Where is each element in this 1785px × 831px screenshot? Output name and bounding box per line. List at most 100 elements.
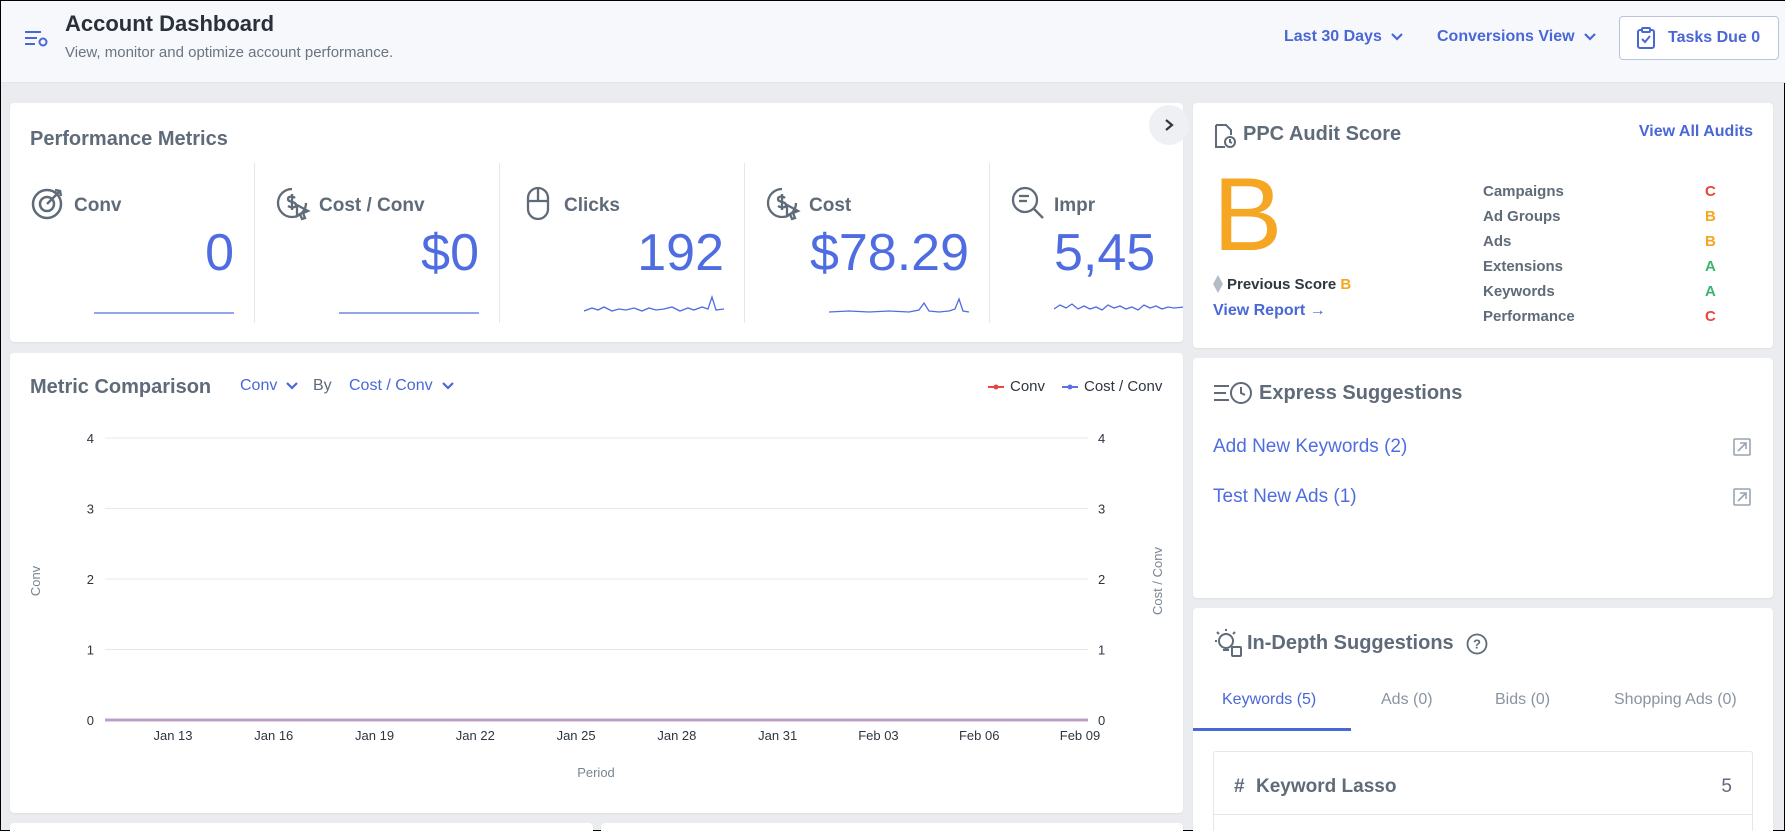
x-tick-label: Jan 22 xyxy=(456,728,495,743)
external-link-icon[interactable] xyxy=(1733,488,1751,506)
external-link-icon[interactable] xyxy=(1733,438,1751,456)
ppc-audit-card: PPC Audit Score View All Audits B Previo… xyxy=(1193,103,1773,348)
metric-clicks[interactable]: Clicks 192 xyxy=(500,163,745,323)
lightbulb-icon xyxy=(1215,629,1242,657)
x-tick-label: Jan 31 xyxy=(758,728,797,743)
view-report-link[interactable]: View Report → xyxy=(1213,302,1326,319)
metric-cost[interactable]: Cost $78.29 xyxy=(745,163,990,323)
page-subtitle: View, monitor and optimize account perfo… xyxy=(65,44,394,61)
audit-row-label: Ads xyxy=(1483,233,1512,250)
y2-tick-label: 4 xyxy=(1098,431,1105,446)
audit-row-grade: A xyxy=(1705,258,1716,275)
metric-label: Conv xyxy=(74,195,122,216)
y2-axis-label: Cost / Conv xyxy=(1150,547,1165,615)
dollar-cursor-icon xyxy=(276,187,311,221)
audit-row-performance: Performance C xyxy=(1483,308,1743,330)
audit-row-label: Extensions xyxy=(1483,258,1564,275)
audit-row-campaigns: Campaigns C xyxy=(1483,183,1743,205)
chevron-down-icon xyxy=(1583,33,1596,41)
sparkline xyxy=(94,312,234,314)
legend-label: Conv xyxy=(1010,378,1046,395)
tab-bids[interactable]: Bids (0) xyxy=(1495,691,1551,708)
x-tick-label: Feb 06 xyxy=(959,728,999,743)
metric-impr[interactable]: Impr 5,45 xyxy=(990,163,1183,323)
list-clock-icon xyxy=(1214,382,1252,404)
divider xyxy=(1214,814,1752,815)
x-tick-label: Feb 03 xyxy=(858,728,898,743)
target-icon xyxy=(31,188,63,220)
audit-row-extensions: Extensions A xyxy=(1483,258,1743,280)
x-tick-label: Jan 25 xyxy=(557,728,596,743)
audit-row-keywords: Keywords A xyxy=(1483,283,1743,305)
hash-icon: # xyxy=(1234,776,1245,797)
audit-row-grade: C xyxy=(1705,183,1716,200)
tab-ads[interactable]: Ads (0) xyxy=(1381,691,1433,708)
tasks-due-label: Tasks Due 0 xyxy=(1668,29,1761,46)
performance-metrics-title: Performance Metrics xyxy=(30,128,228,150)
express-item-add-keywords[interactable]: Add New Keywords (2) xyxy=(1213,436,1408,457)
y2-tick-label: 3 xyxy=(1098,502,1105,517)
indepth-suggestions-title: In-Depth Suggestions xyxy=(1247,632,1454,654)
view-label: Conversions View xyxy=(1437,28,1575,45)
y-tick-label: 1 xyxy=(87,643,94,658)
y-tick-label: 3 xyxy=(87,502,94,517)
clipboard-check-icon xyxy=(1637,27,1655,49)
audit-row-ad-groups: Ad Groups B xyxy=(1483,208,1743,230)
keyword-lasso-count: 5 xyxy=(1721,776,1732,797)
metrics-next-button[interactable] xyxy=(1149,105,1189,145)
audit-row-grade: C xyxy=(1705,308,1716,325)
metric-value: 192 xyxy=(637,224,724,282)
previous-score-grade: B xyxy=(1340,276,1352,293)
metric-cost-per-conv[interactable]: Cost / Conv $0 xyxy=(255,163,500,323)
previous-score-label: Previous Score xyxy=(1227,276,1337,293)
y-axis-label: Conv xyxy=(28,565,43,596)
tab-keywords[interactable]: Keywords (5) xyxy=(1222,691,1317,708)
sparkline xyxy=(1054,303,1183,311)
menu-settings-icon[interactable] xyxy=(23,27,49,49)
metric2-dropdown[interactable]: Cost / Conv xyxy=(349,377,455,395)
metric-value: 0 xyxy=(205,224,234,282)
metric-value: $0 xyxy=(421,224,479,282)
metric-label: Clicks xyxy=(564,195,620,216)
sparkline xyxy=(339,312,479,314)
document-clock-icon xyxy=(1215,124,1236,148)
help-icon[interactable]: ? xyxy=(1466,633,1488,655)
y2-tick-label: 2 xyxy=(1098,572,1105,587)
metric1-dropdown[interactable]: Conv xyxy=(240,377,299,395)
view-all-audits-link[interactable]: View All Audits xyxy=(1638,123,1753,140)
svg-text:?: ? xyxy=(1473,637,1481,652)
legend-cost-per-conv[interactable]: Cost / Conv xyxy=(1062,378,1162,395)
x-tick-label: Jan 16 xyxy=(254,728,293,743)
magnify-list-icon xyxy=(1011,186,1044,219)
metric-comparison-title: Metric Comparison xyxy=(30,376,212,398)
x-tick-label: Jan 13 xyxy=(153,728,192,743)
audit-row-label: Campaigns xyxy=(1483,183,1564,200)
previous-score: Previous Score B xyxy=(1227,276,1351,293)
metric-conv[interactable]: Conv 0 xyxy=(10,163,255,323)
x-tick-label: Jan 19 xyxy=(355,728,394,743)
ppc-audit-title: PPC Audit Score xyxy=(1243,123,1402,145)
metric2-label: Cost / Conv xyxy=(349,377,433,394)
audit-row-ads: Ads B xyxy=(1483,233,1743,255)
keyword-lasso-item[interactable]: # Keyword Lasso 5 xyxy=(1213,751,1753,831)
metric-value: $78.29 xyxy=(809,224,969,282)
tasks-due-button[interactable]: Tasks Due 0 xyxy=(1619,16,1779,60)
bottom-card-right xyxy=(601,823,1183,831)
legend-conv[interactable]: Conv xyxy=(988,378,1045,395)
chevron-down-icon xyxy=(286,382,299,390)
x-tick-label: Feb 09 xyxy=(1060,728,1100,743)
tab-shopping-ads[interactable]: Shopping Ads (0) xyxy=(1614,691,1737,708)
express-item-test-ads[interactable]: Test New Ads (1) xyxy=(1213,486,1357,507)
view-dropdown[interactable]: Conversions View xyxy=(1437,28,1597,46)
y-tick-label: 4 xyxy=(87,431,94,446)
page-header: Account Dashboard View, monitor and opti… xyxy=(1,1,1785,83)
mouse-icon xyxy=(526,186,550,221)
date-range-dropdown[interactable]: Last 30 Days xyxy=(1284,28,1404,46)
legend-label: Cost / Conv xyxy=(1084,378,1163,395)
by-label: By xyxy=(313,377,332,394)
metric-label: Cost / Conv xyxy=(319,195,425,216)
express-suggestions-title: Express Suggestions xyxy=(1259,382,1463,404)
y-tick-label: 0 xyxy=(87,713,94,728)
x-axis-label: Period xyxy=(577,765,615,780)
metric-label: Cost xyxy=(809,195,852,216)
